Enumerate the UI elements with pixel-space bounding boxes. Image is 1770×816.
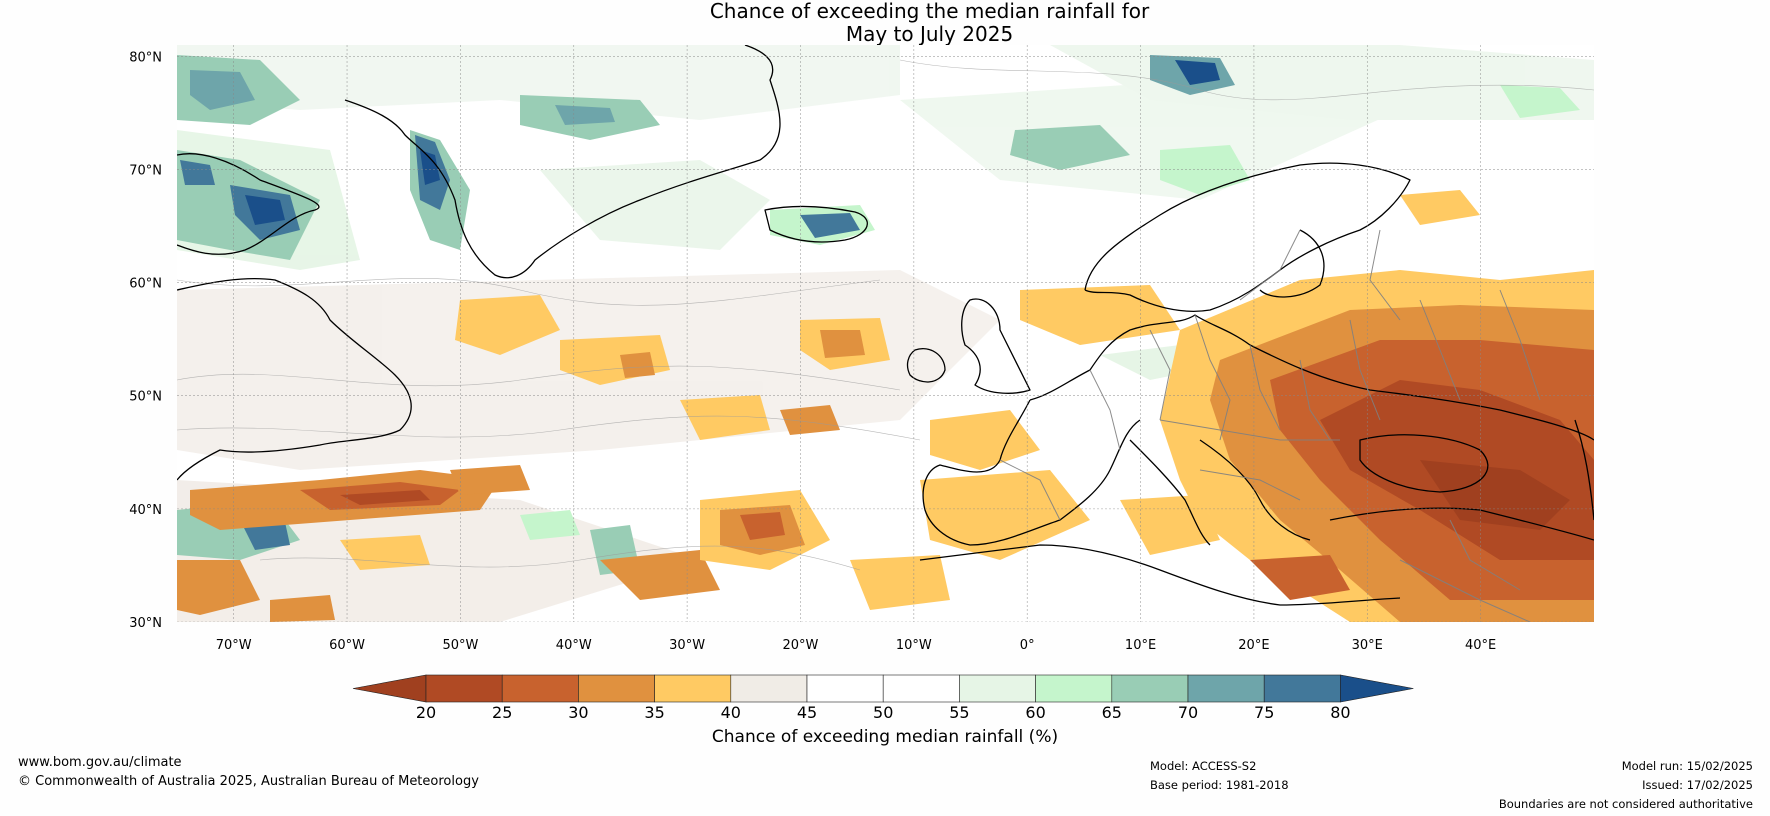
political-borders bbox=[999, 229, 1541, 622]
colorbar-segment bbox=[578, 674, 655, 703]
longitude-label: 0° bbox=[1020, 638, 1035, 653]
copyright-text: © Commonwealth of Australia 2025, Austra… bbox=[18, 774, 479, 789]
model-run-text: Model run: 15/02/2025 bbox=[1621, 759, 1753, 773]
colorbar-segment bbox=[425, 674, 503, 703]
colorbar-tick-label: 20 bbox=[416, 703, 436, 722]
longitude-label: 60°W bbox=[329, 638, 365, 653]
coastlines bbox=[177, 45, 1594, 606]
colorbar-tick-label: 40 bbox=[721, 703, 741, 722]
colorbar-segment bbox=[1263, 674, 1341, 703]
latitude-label: 40°N bbox=[129, 503, 162, 518]
map-gridlines bbox=[177, 45, 1594, 622]
colorbar-segment bbox=[806, 674, 884, 703]
colorbar-segment bbox=[501, 674, 579, 703]
model-text: Model: ACCESS-S2 bbox=[1150, 759, 1257, 773]
website-link[interactable]: www.bom.gov.au/climate bbox=[18, 755, 182, 770]
latitude-label: 50°N bbox=[129, 390, 162, 405]
longitude-label: 20°W bbox=[783, 638, 819, 653]
latitude-label: 30°N bbox=[129, 616, 162, 631]
longitude-label: 10°W bbox=[896, 638, 932, 653]
longitude-label: 20°E bbox=[1238, 638, 1269, 653]
colorbar-tick-label: 35 bbox=[644, 703, 664, 722]
latitude-label: 60°N bbox=[129, 277, 162, 292]
colorbar-tick-label: 45 bbox=[797, 703, 817, 722]
disclaimer-text: Boundaries are not considered authoritat… bbox=[1498, 797, 1753, 811]
title-line-2: May to July 2025 bbox=[845, 22, 1014, 46]
base-period-text: Base period: 1981-2018 bbox=[1150, 778, 1289, 792]
colorbar-tick-label: 75 bbox=[1254, 703, 1274, 722]
longitude-label: 30°W bbox=[669, 638, 705, 653]
map-title: Chance of exceeding the median rainfall … bbox=[0, 0, 1770, 46]
colorbar-tick-label: 55 bbox=[949, 703, 969, 722]
longitude-label: 40°E bbox=[1465, 638, 1496, 653]
map-panel bbox=[177, 45, 1594, 622]
latitude-label: 80°N bbox=[129, 50, 162, 65]
colorbar-tick-label: 30 bbox=[568, 703, 588, 722]
issued-text: Issued: 17/02/2025 bbox=[1642, 778, 1753, 792]
longitude-labels: 70°W 60°W 50°W 40°W 30°W 20°W 10°W 0° 10°E 20°E 30… bbox=[216, 638, 1497, 653]
colorbar-segments bbox=[352, 674, 1414, 703]
colorbar-tick-label: 80 bbox=[1330, 703, 1350, 722]
colorbar-segment bbox=[654, 674, 732, 703]
dry-anomaly-areas bbox=[177, 190, 1594, 622]
contour-lines bbox=[177, 59, 1594, 571]
colorbar-segment bbox=[1187, 674, 1265, 703]
latitude-label: 70°N bbox=[129, 163, 162, 178]
colorbar-arrow-high bbox=[1340, 674, 1414, 703]
colorbar-tick-label: 70 bbox=[1178, 703, 1198, 722]
colorbar-arrow-low bbox=[352, 674, 427, 703]
colorbar-tick-label: 25 bbox=[492, 703, 512, 722]
colorbar-label: Chance of exceeding median rainfall (%) bbox=[711, 727, 1059, 747]
longitude-label: 70°W bbox=[216, 638, 252, 653]
colorbar-tick-label: 60 bbox=[1025, 703, 1045, 722]
colorbar-segment bbox=[882, 674, 960, 703]
colorbar-segment bbox=[730, 674, 808, 703]
colorbar-tick-label: 50 bbox=[873, 703, 893, 722]
colorbar: 20 25 30 35 40 45 50 55 60 65 70 75 80 bbox=[352, 674, 1414, 722]
longitude-label: 30°E bbox=[1352, 638, 1383, 653]
colorbar-segment bbox=[1035, 674, 1113, 703]
colorbar-tick-label: 65 bbox=[1102, 703, 1122, 722]
colorbar-segment bbox=[1111, 674, 1189, 703]
colorbar-ticks: 20 25 30 35 40 45 50 55 60 65 70 75 80 bbox=[416, 703, 1351, 722]
title-line-1: Chance of exceeding the median rainfall … bbox=[709, 0, 1150, 23]
longitude-label: 50°W bbox=[442, 638, 478, 653]
latitude-labels: 80°N 70°N 60°N 50°N 40°N 30°N bbox=[129, 50, 162, 631]
longitude-label: 40°W bbox=[556, 638, 592, 653]
longitude-label: 10°E bbox=[1125, 638, 1156, 653]
colorbar-segment bbox=[959, 674, 1036, 703]
